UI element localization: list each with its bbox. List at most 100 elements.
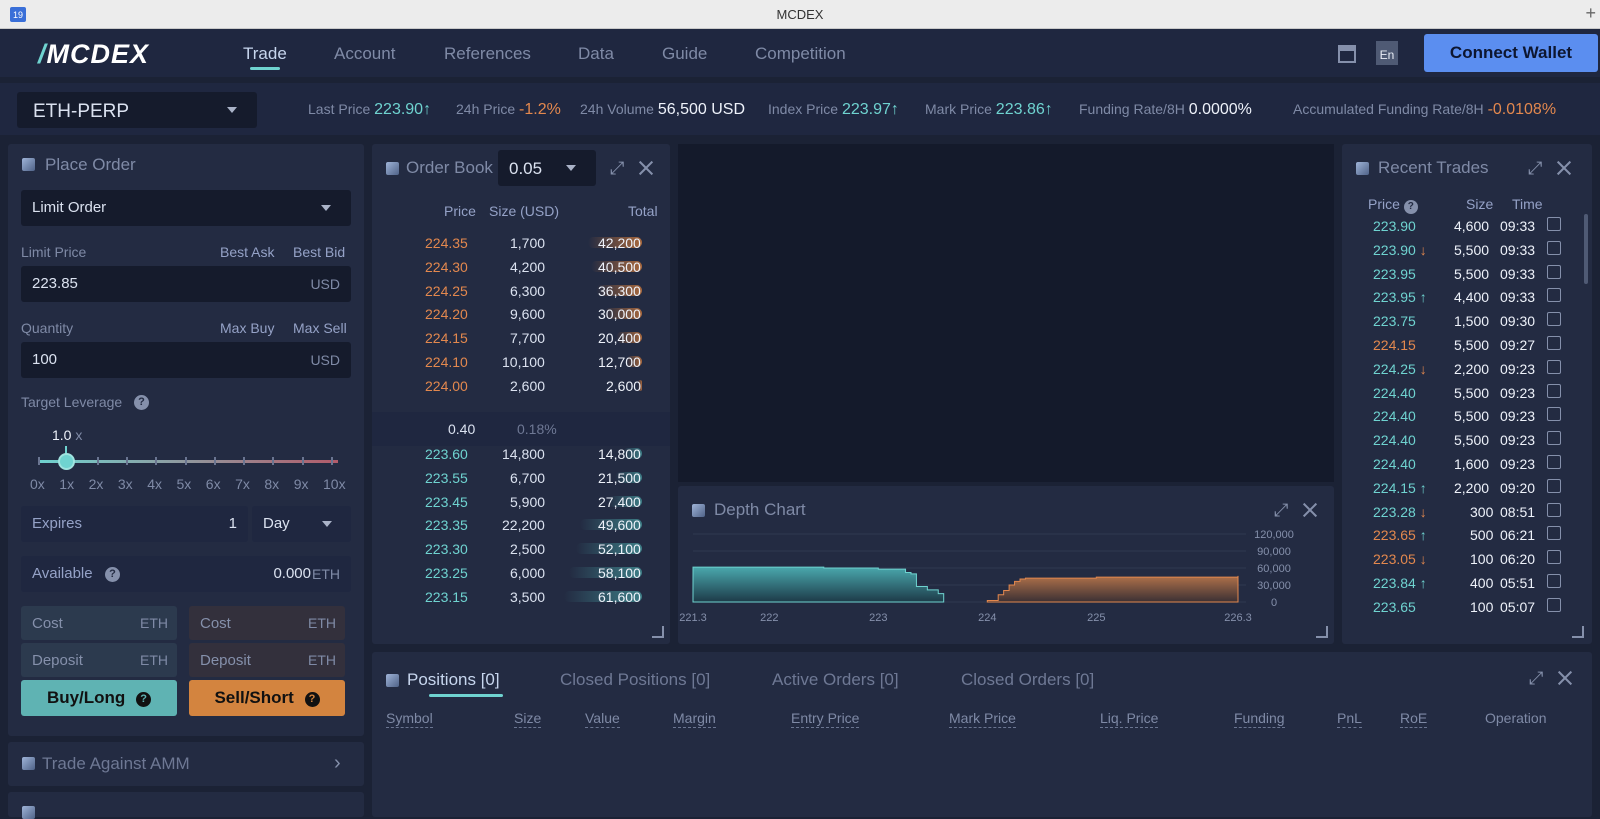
nav-references[interactable]: References (444, 44, 531, 63)
external-link-icon[interactable] (1547, 383, 1561, 398)
order-book-row[interactable]: 224.35 1,700 42,200 (372, 231, 657, 255)
help-icon[interactable]: ? (105, 567, 120, 582)
new-tab-icon[interactable]: + (1585, 3, 1596, 23)
external-link-icon[interactable] (1547, 455, 1561, 469)
leverage-tick-label[interactable]: 7x (235, 476, 250, 492)
tab-active-orders[interactable]: Active Orders [0] (772, 670, 899, 689)
external-link-icon[interactable] (1547, 336, 1561, 350)
help-icon[interactable]: ? (136, 692, 152, 707)
limit-price-input[interactable]: 223.85 USD (21, 266, 351, 302)
sell-short-button[interactable]: Sell/Short ? (189, 680, 345, 716)
leverage-tick-label[interactable]: 5x (176, 476, 192, 492)
order-book-row[interactable]: 224.20 9,600 30,000 (372, 302, 657, 326)
order-book-row[interactable]: 223.25 6,000 58,100 (372, 561, 657, 585)
quantity-input[interactable]: 100 USD (21, 342, 351, 378)
language-icon[interactable]: En (1376, 41, 1398, 65)
external-link-icon[interactable] (1547, 526, 1561, 541)
col-pnl[interactable]: PnL (1337, 710, 1362, 728)
external-link-icon[interactable] (1547, 217, 1561, 231)
close-icon[interactable] (1556, 160, 1572, 176)
order-type-select[interactable]: Limit Order (21, 190, 351, 226)
col-roe[interactable]: RoE (1400, 710, 1428, 728)
col-margin[interactable]: Margin (673, 710, 716, 728)
max-buy-link[interactable]: Max Buy (220, 320, 275, 336)
leverage-slider-track[interactable] (38, 460, 338, 463)
order-book-row[interactable]: 223.30 2,500 52,100 (372, 537, 657, 561)
external-link-icon[interactable] (1547, 264, 1561, 279)
col-size[interactable]: Size (514, 710, 542, 728)
external-link-icon[interactable] (1547, 478, 1561, 493)
nav-guide[interactable]: Guide (662, 44, 708, 63)
order-book-row[interactable]: 223.55 6,700 21,500 (372, 466, 657, 490)
expand-icon[interactable]: ⤢ (610, 158, 625, 178)
best-ask-link[interactable]: Best Ask (220, 244, 275, 260)
order-book-row[interactable]: 224.10 10,100 12,700 (372, 350, 657, 374)
col-symbol[interactable]: Symbol (386, 710, 433, 728)
col-value[interactable]: Value (585, 710, 620, 728)
external-link-icon[interactable] (1547, 288, 1561, 303)
tab-closed-positions[interactable]: Closed Positions [0] (560, 670, 711, 689)
leverage-tick-label[interactable]: 8x (264, 476, 280, 492)
col-funding[interactable]: Funding (1234, 710, 1285, 728)
leverage-tick-label[interactable]: 10x (323, 476, 346, 492)
col-entry-price[interactable]: Entry Price (791, 710, 860, 728)
order-book-row[interactable]: 223.15 3,500 61,600 (372, 585, 657, 609)
external-link-icon[interactable] (1547, 407, 1561, 422)
leverage-tick-label[interactable]: 3x (117, 476, 133, 492)
leverage-tick-label[interactable]: 9x (293, 476, 309, 492)
leverage-slider-handle[interactable] (58, 453, 75, 470)
nav-account[interactable]: Account (334, 44, 396, 63)
market-selector[interactable]: ETH-PERP (17, 92, 257, 128)
tab-closed-orders[interactable]: Closed Orders [0] (961, 670, 1095, 689)
trade-against-amm[interactable]: Trade Against AMM › (8, 742, 364, 786)
leverage-tick-label[interactable]: 1x (59, 476, 75, 492)
expand-icon[interactable]: ⤢ (1529, 668, 1544, 688)
external-link-icon[interactable] (1547, 431, 1561, 446)
tab-positions[interactable]: Positions [0] (407, 670, 500, 689)
nav-competition[interactable]: Competition (755, 44, 846, 63)
resize-handle-icon[interactable] (652, 626, 664, 638)
nav-data[interactable]: Data (578, 44, 614, 63)
col-mark-price[interactable]: Mark Price (949, 710, 1016, 728)
leverage-tick-label[interactable]: 2x (88, 476, 104, 492)
expires-input[interactable]: Expires 1 (21, 506, 248, 542)
leverage-tick-label[interactable]: 4x (147, 476, 162, 492)
help-icon[interactable]: ? (304, 692, 320, 707)
connect-wallet-button[interactable]: Connect Wallet (1424, 34, 1598, 72)
mcdex-logo[interactable]: /MCDEX (38, 39, 150, 69)
leverage-tick-label[interactable]: 0x (30, 476, 45, 492)
chevron-right-icon[interactable]: › (334, 752, 341, 774)
expand-icon[interactable]: ⤢ (1528, 158, 1543, 178)
resize-handle-icon[interactable] (1316, 626, 1328, 638)
expand-icon[interactable]: ⤢ (1274, 500, 1289, 520)
buy-long-button[interactable]: Buy/Long ? (21, 680, 177, 716)
max-sell-link[interactable]: Max Sell (293, 320, 347, 336)
help-icon[interactable]: ? (1403, 200, 1418, 214)
layout-icon[interactable] (1338, 45, 1356, 63)
order-book-row[interactable]: 224.30 4,200 40,500 (372, 255, 657, 279)
close-icon[interactable] (1557, 670, 1573, 686)
order-book-row[interactable]: 224.25 6,300 36,300 (372, 279, 657, 303)
external-link-icon[interactable] (1547, 312, 1561, 327)
precision-select[interactable]: 0.05 (498, 150, 596, 186)
external-link-icon[interactable] (1547, 240, 1561, 255)
help-icon[interactable]: ? (134, 395, 149, 410)
external-link-icon[interactable] (1547, 597, 1561, 612)
resize-handle-icon[interactable] (1572, 626, 1584, 638)
col-liq-price[interactable]: Liq. Price (1100, 710, 1159, 728)
leverage-tick-label[interactable]: 6x (205, 476, 221, 492)
order-book-row[interactable]: 223.60 14,800 14,800 (372, 442, 657, 466)
order-book-row[interactable]: 223.35 22,200 49,600 (372, 513, 657, 537)
best-bid-link[interactable]: Best Bid (293, 244, 346, 260)
order-book-row[interactable]: 224.00 2,600 2,600 (372, 374, 657, 398)
order-book-row[interactable]: 224.15 7,700 20,400 (372, 326, 657, 350)
external-link-icon[interactable] (1547, 574, 1561, 588)
external-link-icon[interactable] (1547, 502, 1561, 517)
scrollbar[interactable] (1584, 214, 1588, 284)
external-link-icon[interactable] (1547, 359, 1561, 374)
external-link-icon[interactable] (1547, 550, 1561, 565)
expires-unit-select[interactable]: Day (252, 506, 351, 542)
close-icon[interactable] (638, 160, 654, 176)
nav-trade[interactable]: Trade (243, 44, 287, 63)
order-book-row[interactable]: 223.45 5,900 27,400 (372, 490, 657, 514)
